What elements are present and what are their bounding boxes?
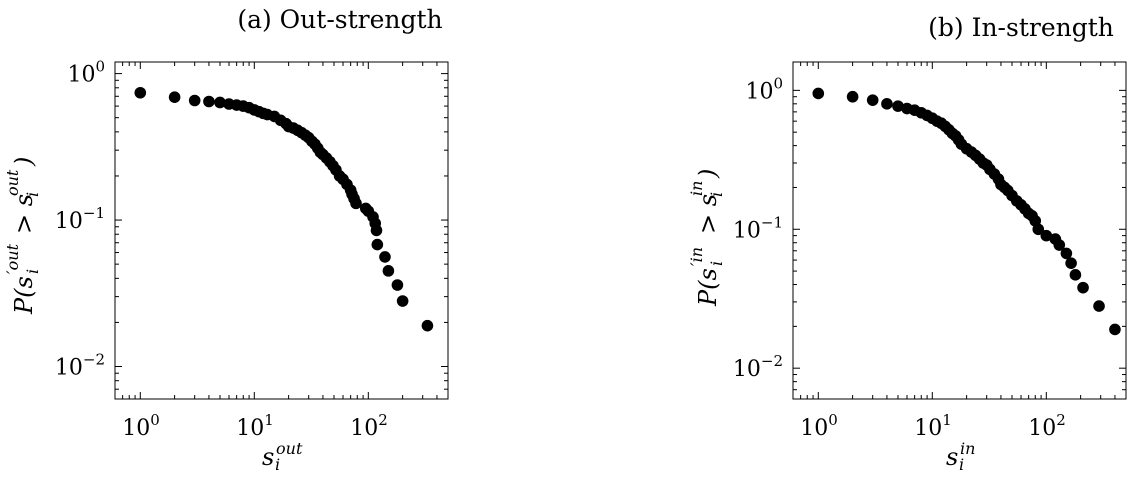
data-point [391, 279, 404, 291]
data-point [350, 197, 362, 210]
panel-title-out-strength: (a) Out-strength [237, 5, 442, 34]
ticks-out-strength [114, 62, 449, 400]
data-point [812, 87, 825, 100]
x-tick-label: 101 [914, 411, 952, 441]
data-point [846, 90, 859, 103]
y-tick-label: 10−1 [55, 204, 105, 234]
x-tick-label: 102 [350, 411, 388, 441]
svg-text:in: in [687, 181, 706, 196]
plot-frame-out-strength [114, 61, 449, 400]
svg-text:P(s: P(s [694, 268, 722, 307]
svg-text:i: i [707, 192, 726, 197]
svg-text:> s: > s [694, 194, 722, 234]
y-tick-label: 10−2 [55, 351, 105, 381]
data-point [1060, 247, 1073, 260]
svg-text:i: i [23, 269, 42, 274]
plot-frame-in-strength [792, 61, 1127, 400]
svg-text:out: out [276, 439, 303, 458]
data-point [1053, 239, 1066, 251]
x-tick-label: 100 [800, 411, 838, 441]
data-point [188, 94, 201, 107]
svg-text:in: in [960, 439, 975, 458]
data-point [1069, 269, 1082, 281]
y-tick-label: 10−2 [733, 352, 783, 382]
data-point [370, 224, 383, 237]
data-point [1093, 300, 1105, 312]
svg-text:): ) [694, 169, 722, 179]
points-out-strength [134, 86, 434, 332]
data-point [892, 100, 904, 112]
svg-text:): ) [10, 157, 38, 167]
panel-out-strength: (a) Out-strength 100 101 102 10−2 10−1 100 s … [3, 5, 449, 474]
points-in-strength [812, 87, 1121, 336]
data-point [214, 96, 226, 109]
tick-labels-in-strength: 100 101 102 10−2 10−1 100 [733, 74, 1066, 441]
svg-text:′in: ′in [687, 247, 706, 266]
tick-labels-out-strength: 100 101 102 10−2 10−1 100 [55, 58, 388, 441]
data-point [382, 265, 395, 277]
data-point [168, 91, 181, 103]
svg-text:> s: > s [10, 194, 38, 234]
data-point [203, 95, 215, 108]
xlabel-in-strength: s i in [946, 439, 975, 474]
ticks-in-strength [792, 62, 1127, 400]
svg-text:i: i [275, 455, 280, 474]
y-tick-label: 10−1 [733, 213, 783, 243]
svg-text:i: i [23, 192, 42, 197]
panel-in-strength: (b) In-strength 100 101 102 10−2 10−1 100 s i… [687, 13, 1127, 474]
y-tick-label: 100 [745, 74, 783, 104]
svg-text:′out: ′out [3, 243, 22, 274]
data-point [134, 86, 147, 99]
svg-text:P(s: P(s [10, 276, 38, 315]
data-point [421, 319, 434, 332]
data-point [1040, 229, 1053, 242]
svg-text:out: out [3, 169, 22, 196]
data-point [396, 295, 409, 307]
data-point [866, 94, 879, 106]
svg-text:i: i [707, 261, 726, 266]
x-tick-label: 100 [122, 411, 160, 441]
data-point [881, 98, 893, 110]
data-point [371, 238, 384, 251]
data-point [1109, 323, 1121, 336]
svg-text:s: s [946, 443, 958, 471]
y-tick-label: 100 [67, 58, 105, 88]
data-point [379, 251, 391, 263]
x-tick-label: 101 [236, 411, 274, 441]
data-point [1065, 257, 1077, 269]
xlabel-out-strength: s i out [262, 439, 303, 474]
svg-text:s: s [262, 443, 274, 471]
panel-title-in-strength: (b) In-strength [928, 13, 1114, 42]
x-tick-label: 102 [1028, 411, 1066, 441]
svg-text:i: i [959, 455, 964, 474]
ylabel-out-strength: P(s i ′out > s i out ) [3, 157, 42, 315]
ylabel-in-strength: P(s i ′in > s i in ) [687, 169, 726, 307]
data-point [1032, 223, 1045, 236]
data-point [1077, 281, 1089, 294]
